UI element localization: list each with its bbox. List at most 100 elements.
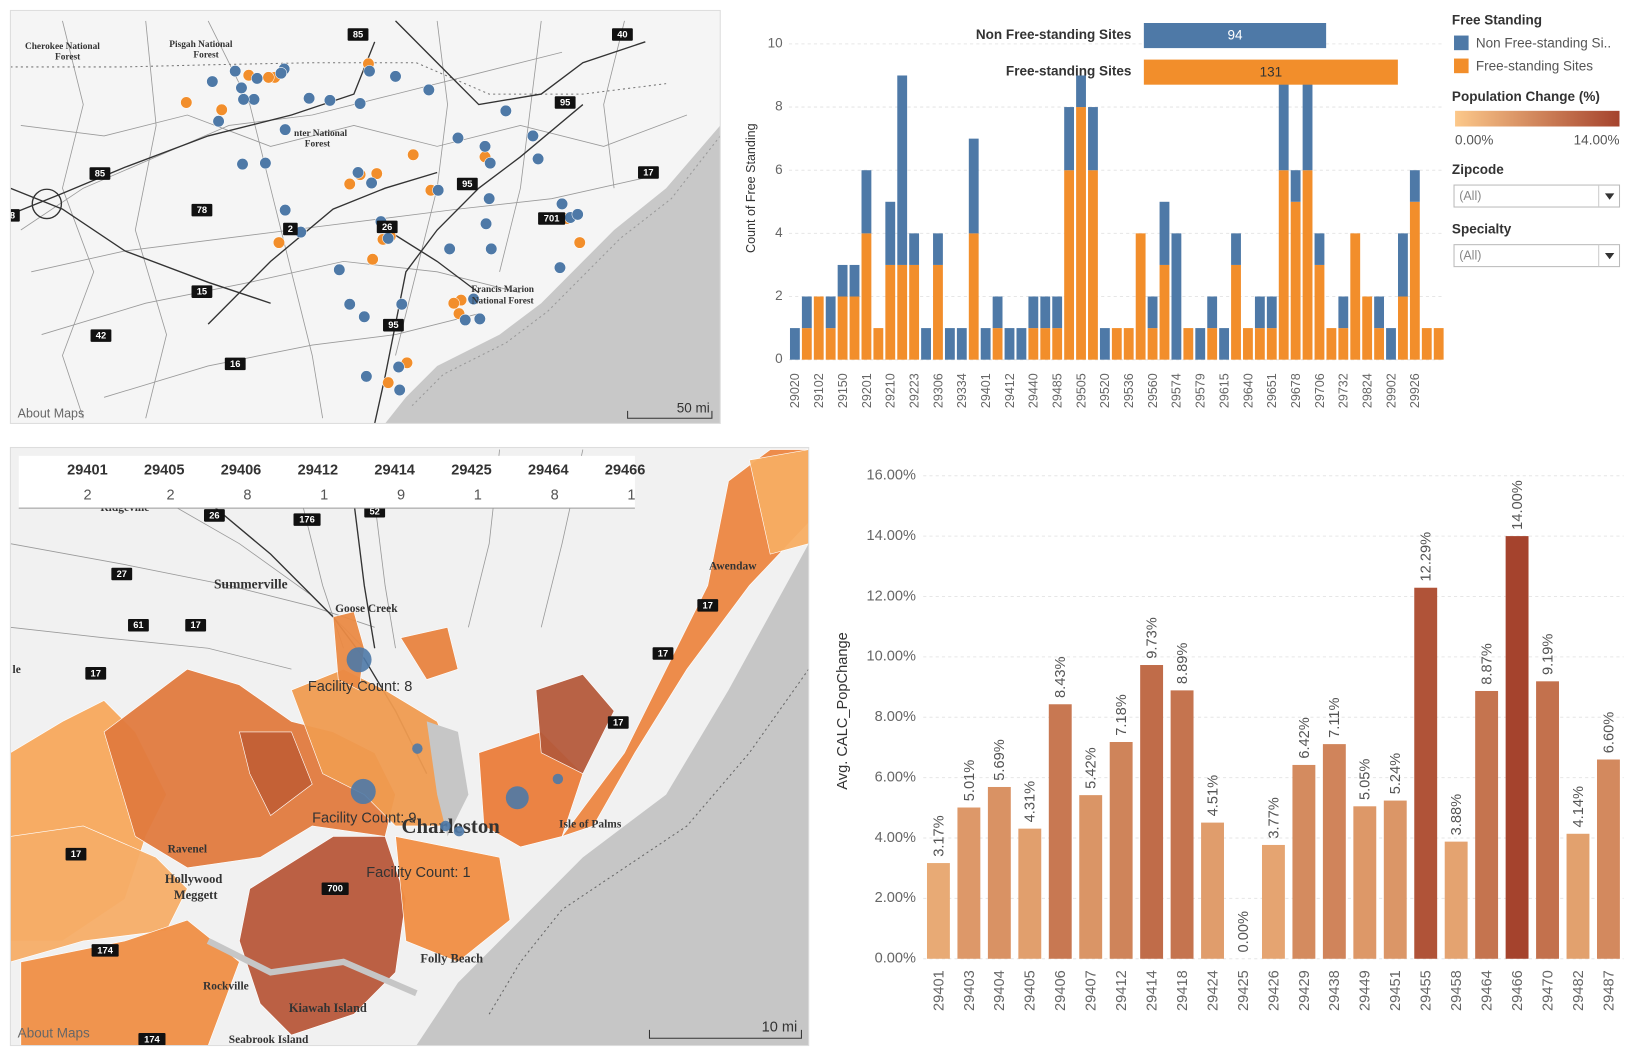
bar-segment[interactable]: [992, 328, 1003, 360]
bar-segment[interactable]: [1159, 201, 1170, 265]
bar-segment[interactable]: [1338, 296, 1349, 329]
bar-segment[interactable]: [909, 233, 920, 265]
bar-segment[interactable]: [968, 233, 979, 360]
bar-segment[interactable]: [1135, 233, 1146, 360]
bar[interactable]: [1353, 806, 1377, 959]
facility-point[interactable]: [279, 123, 292, 136]
facility-point[interactable]: [333, 263, 346, 276]
bar[interactable]: [1292, 764, 1316, 959]
bar[interactable]: [1414, 587, 1438, 959]
bar-segment[interactable]: [1183, 328, 1194, 360]
bar-segment[interactable]: [1278, 170, 1289, 360]
bar-segment[interactable]: [1421, 328, 1432, 360]
facility-point[interactable]: [236, 158, 249, 171]
facility-point[interactable]: [553, 261, 566, 274]
bar-segment[interactable]: [1099, 328, 1110, 360]
facility-point[interactable]: [215, 103, 228, 116]
facility-point[interactable]: [358, 310, 371, 323]
bar-segment[interactable]: [825, 328, 836, 360]
facility-point[interactable]: [479, 140, 492, 153]
bar[interactable]: [987, 786, 1011, 959]
bar[interactable]: [926, 863, 950, 959]
bar-segment[interactable]: [1398, 296, 1408, 360]
bar-segment[interactable]: [921, 328, 931, 360]
bar-segment[interactable]: [1266, 328, 1277, 360]
bar-segment[interactable]: [1016, 328, 1027, 360]
facility-point[interactable]: [473, 312, 486, 325]
bar[interactable]: [1018, 828, 1042, 959]
bar[interactable]: [1536, 681, 1559, 959]
facility-marker[interactable]: [440, 820, 451, 832]
filter-dropdown[interactable]: [1453, 184, 1621, 208]
bar-segment[interactable]: [1266, 296, 1277, 329]
bar-segment[interactable]: [837, 296, 848, 360]
bar-segment[interactable]: [897, 264, 908, 360]
bar-segment[interactable]: [1290, 170, 1301, 202]
bar[interactable]: [1475, 690, 1499, 959]
legend-swatch[interactable]: [1454, 35, 1469, 51]
bar[interactable]: [1566, 833, 1590, 959]
bar-segment[interactable]: [897, 75, 908, 265]
bar-segment[interactable]: [1040, 296, 1051, 329]
facility-point[interactable]: [303, 92, 316, 105]
bar-segment[interactable]: [1207, 296, 1218, 329]
facility-point[interactable]: [262, 71, 275, 84]
bar[interactable]: [957, 807, 981, 959]
facility-point[interactable]: [352, 166, 365, 179]
bar-segment[interactable]: [1076, 107, 1086, 360]
legend-swatch[interactable]: [1454, 58, 1469, 74]
facility-point[interactable]: [467, 293, 480, 306]
bar-segment[interactable]: [1076, 75, 1086, 108]
bar-segment[interactable]: [1409, 170, 1420, 202]
facility-marker[interactable]: [350, 778, 376, 805]
bar[interactable]: [1079, 795, 1103, 959]
bar-segment[interactable]: [1147, 296, 1158, 329]
bar-segment[interactable]: [1314, 233, 1325, 265]
facility-point[interactable]: [247, 93, 260, 106]
bar-segment[interactable]: [1171, 233, 1182, 360]
bar-segment[interactable]: [1302, 170, 1313, 360]
facility-point[interactable]: [392, 360, 405, 373]
bar-segment[interactable]: [1243, 328, 1253, 360]
bar-segment[interactable]: [873, 328, 884, 360]
bar-segment[interactable]: [1278, 75, 1289, 171]
bar-segment[interactable]: [1326, 328, 1337, 360]
facility-point[interactable]: [365, 176, 378, 189]
facility-point[interactable]: [484, 157, 497, 170]
bar-segment[interactable]: [1433, 328, 1444, 360]
bar-segment[interactable]: [1159, 264, 1170, 360]
facility-point[interactable]: [556, 197, 569, 210]
bar[interactable]: [1505, 536, 1529, 959]
bar-segment[interactable]: [1362, 296, 1373, 360]
bar-segment[interactable]: [1088, 170, 1098, 360]
bar-segment[interactable]: [849, 264, 860, 297]
bar-segment[interactable]: [1338, 328, 1349, 360]
bar-segment[interactable]: [885, 201, 896, 265]
bar-segment[interactable]: [1111, 328, 1122, 360]
bar[interactable]: [1140, 665, 1164, 959]
facility-marker[interactable]: [346, 647, 372, 673]
bar-segment[interactable]: [1040, 328, 1051, 360]
bar-segment[interactable]: [992, 296, 1003, 329]
facility-point[interactable]: [393, 383, 406, 396]
facility-point[interactable]: [235, 81, 248, 94]
facility-point[interactable]: [422, 83, 435, 96]
facility-point[interactable]: [432, 184, 445, 197]
facility-point[interactable]: [363, 65, 376, 78]
bar[interactable]: [1322, 744, 1346, 959]
metro-map[interactable]: RidgevilleSummervilleGoose CreekleAwenda…: [10, 447, 809, 1046]
bar-segment[interactable]: [1290, 201, 1301, 360]
bar-segment[interactable]: [1386, 328, 1396, 360]
bar-segment[interactable]: [1052, 328, 1063, 360]
dropdown-arrow[interactable]: [1604, 253, 1615, 260]
bar-segment[interactable]: [968, 138, 979, 234]
bar-segment[interactable]: [933, 233, 943, 265]
facility-marker[interactable]: [505, 786, 529, 810]
facility-point[interactable]: [275, 67, 288, 80]
bar-segment[interactable]: [1064, 107, 1075, 171]
bar-segment[interactable]: [1195, 328, 1206, 360]
bar[interactable]: [1109, 741, 1133, 959]
bar-segment[interactable]: [885, 264, 896, 360]
facility-point[interactable]: [206, 75, 219, 88]
